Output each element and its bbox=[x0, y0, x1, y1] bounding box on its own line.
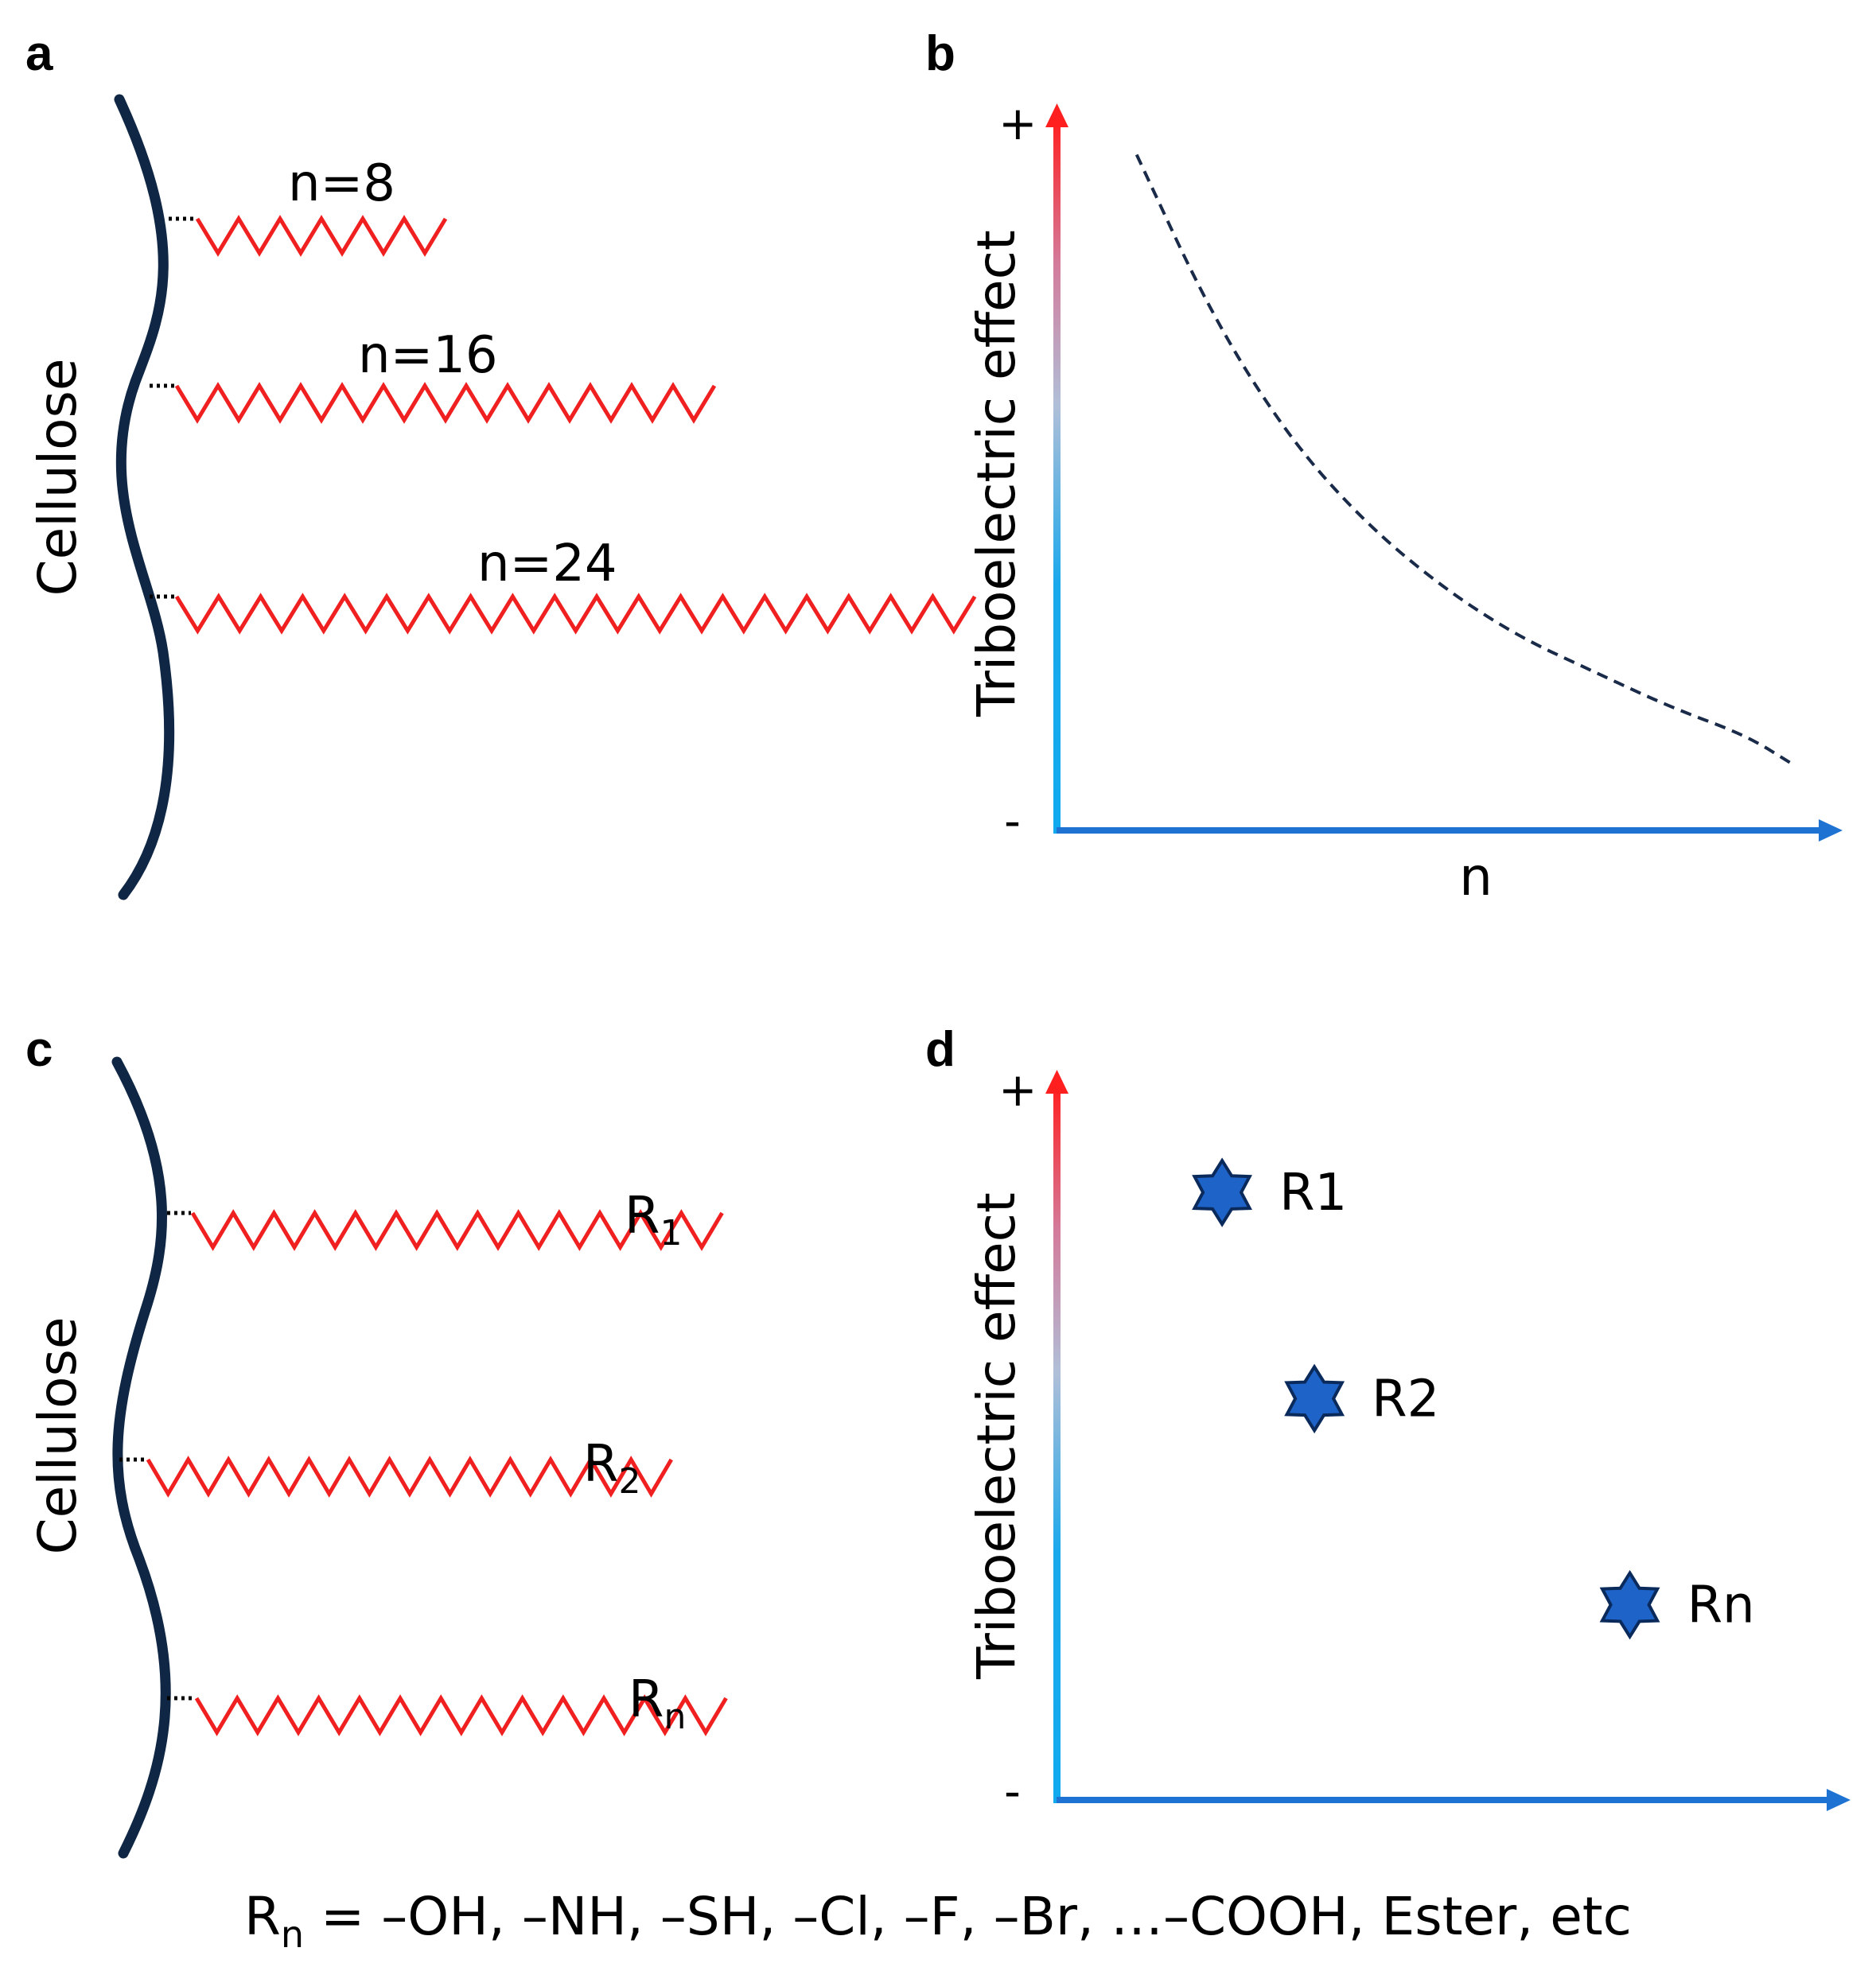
chain-label-n16: n=16 bbox=[358, 326, 498, 385]
footnote-text: = –OH, –NH, –SH, –Cl, –F, –Br, …–COOH, E… bbox=[304, 1886, 1632, 1947]
y-axis-label-d: Triboelectric effect bbox=[966, 1192, 1027, 1680]
r-subscript: 2 bbox=[618, 1461, 640, 1502]
r-symbol: R bbox=[583, 1435, 618, 1494]
chain-label-r1: R1 bbox=[625, 1187, 682, 1254]
r-symbol: R bbox=[629, 1670, 664, 1729]
x-axis-label-b: n bbox=[1459, 846, 1493, 908]
cellulose-backbone bbox=[114, 94, 175, 900]
panel-c: Cellulose R1 R2 Rn bbox=[27, 1056, 728, 1859]
y-axis-arrow bbox=[1045, 103, 1068, 127]
x-axis-arrow bbox=[1819, 819, 1843, 842]
trend-curve bbox=[1135, 154, 1792, 765]
star-marker-r1 bbox=[1192, 1157, 1252, 1227]
panel-a: Cellulose n=8 n=16 n=24 bbox=[27, 94, 977, 900]
point-label-rn: Rn bbox=[1687, 1576, 1755, 1635]
footnote-r: R bbox=[244, 1886, 281, 1947]
y-axis-label-b: Triboelectric effect bbox=[966, 230, 1027, 717]
backbone-label-a: Cellulose bbox=[27, 359, 88, 597]
scatter-points: R1 R2 Rn bbox=[1192, 1157, 1755, 1640]
alkyl-chain-n16 bbox=[174, 382, 717, 424]
panel-label-d: d bbox=[925, 1022, 956, 1077]
x-axis bbox=[1057, 1797, 1827, 1803]
point-label-r2: R2 bbox=[1372, 1370, 1439, 1429]
chain-label-n24: n=24 bbox=[477, 535, 617, 593]
panel-label-b: b bbox=[925, 26, 956, 81]
chain-label-r2: R2 bbox=[583, 1435, 640, 1502]
panel-b: + - Triboelectric effect n bbox=[966, 96, 1843, 908]
footnote-sub: n bbox=[281, 1913, 304, 1956]
y-plus-sign: + bbox=[998, 96, 1037, 150]
star-marker-rn bbox=[1599, 1569, 1660, 1640]
y-minus-sign: - bbox=[1004, 794, 1021, 848]
y-minus-sign: - bbox=[1004, 1764, 1021, 1818]
panel-label-c: c bbox=[25, 1022, 53, 1077]
footnote: Rn = –OH, –NH, –SH, –Cl, –F, –Br, …–COOH… bbox=[244, 1886, 1632, 1956]
alkyl-chain-r2 bbox=[146, 1456, 673, 1498]
star-marker-r2 bbox=[1284, 1363, 1345, 1434]
alkyl-chain-n8 bbox=[195, 215, 448, 257]
x-axis-arrow bbox=[1827, 1789, 1851, 1811]
alkyl-chain-r1 bbox=[190, 1209, 724, 1251]
r-symbol: R bbox=[625, 1187, 660, 1246]
backbone-label-c: Cellulose bbox=[27, 1317, 88, 1555]
y-axis-arrow bbox=[1045, 1070, 1068, 1094]
x-axis bbox=[1057, 827, 1819, 834]
panel-d: + - Triboelectric effect R1 R2 Rn bbox=[966, 1063, 1851, 1818]
cellulose-backbone bbox=[111, 1056, 171, 1859]
r-subscript: n bbox=[664, 1697, 686, 1737]
chain-label-n8: n=8 bbox=[288, 154, 395, 213]
alkyl-chain-rn bbox=[194, 1694, 728, 1736]
r-subscript: 1 bbox=[660, 1213, 682, 1254]
y-plus-sign: + bbox=[998, 1063, 1037, 1117]
y-axis bbox=[1053, 119, 1061, 834]
chain-label-rn: Rn bbox=[629, 1670, 686, 1737]
alkyl-chain-n24 bbox=[174, 593, 977, 635]
panel-label-a: a bbox=[25, 26, 53, 81]
y-axis bbox=[1053, 1086, 1061, 1803]
point-label-r1: R1 bbox=[1279, 1164, 1347, 1223]
